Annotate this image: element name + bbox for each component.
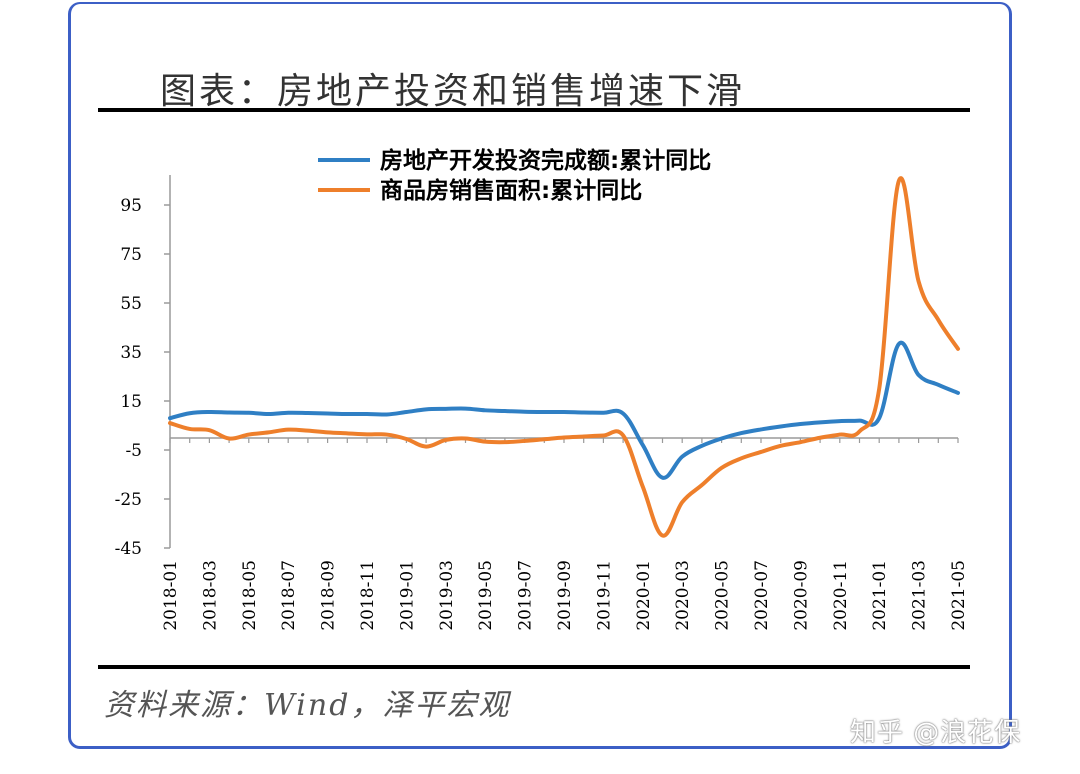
y-tick-label: 35 [120,343,142,363]
x-tick-label: 2019-03 [437,560,457,631]
y-tick-label: -5 [125,441,142,461]
series-line-1 [168,340,960,480]
x-tick-label: 2020-11 [831,560,851,631]
x-tick-label: 2021-03 [910,560,930,631]
x-tick-label: 2020-07 [752,560,772,631]
x-tick-label: 2018-09 [319,560,339,631]
chart-title: 图表：房地产投资和销售增速下滑 [160,71,746,112]
x-tick-label: 2021-01 [870,560,890,631]
title-rule [98,108,970,112]
chart-card [68,2,1012,749]
x-tick-label: 2020-03 [673,560,693,631]
y-tick-label: 15 [120,392,142,412]
legend-label-2: 商品房销售面积:累计同比 [380,177,642,204]
source-rule [98,665,970,669]
source-note: 资料来源：Wind，泽平宏观 [104,688,511,723]
x-tick-label: 2020-05 [713,560,733,631]
x-tick-label: 2019-07 [516,560,536,631]
watermark: 知乎 @浪花保 [850,718,1022,748]
x-tick-label: 2019-09 [555,560,575,631]
x-tick-label: 2019-05 [476,560,496,631]
x-tick-label: 2020-09 [791,560,811,631]
y-tick-label: 55 [120,294,142,314]
x-tick-label: 2019-01 [397,560,417,631]
x-tick-label: 2020-01 [634,560,654,631]
x-tick-label: 2018-03 [200,560,220,631]
x-tick-label: 2018-07 [279,560,299,631]
y-tick-label: 75 [120,245,142,265]
y-tick-label: -25 [115,490,142,510]
y-tick-label: 95 [120,196,142,216]
x-tick-label: 2018-05 [240,560,260,631]
x-tick-label: 2018-01 [161,560,181,631]
y-tick-label: -45 [115,539,142,559]
x-tick-label: 2019-11 [594,560,614,631]
x-tick-label: 2021-05 [949,560,969,631]
legend-label-1: 房地产开发投资完成额:累计同比 [380,147,711,174]
x-tick-label: 2018-11 [358,560,378,631]
series-line-2 [168,176,960,538]
